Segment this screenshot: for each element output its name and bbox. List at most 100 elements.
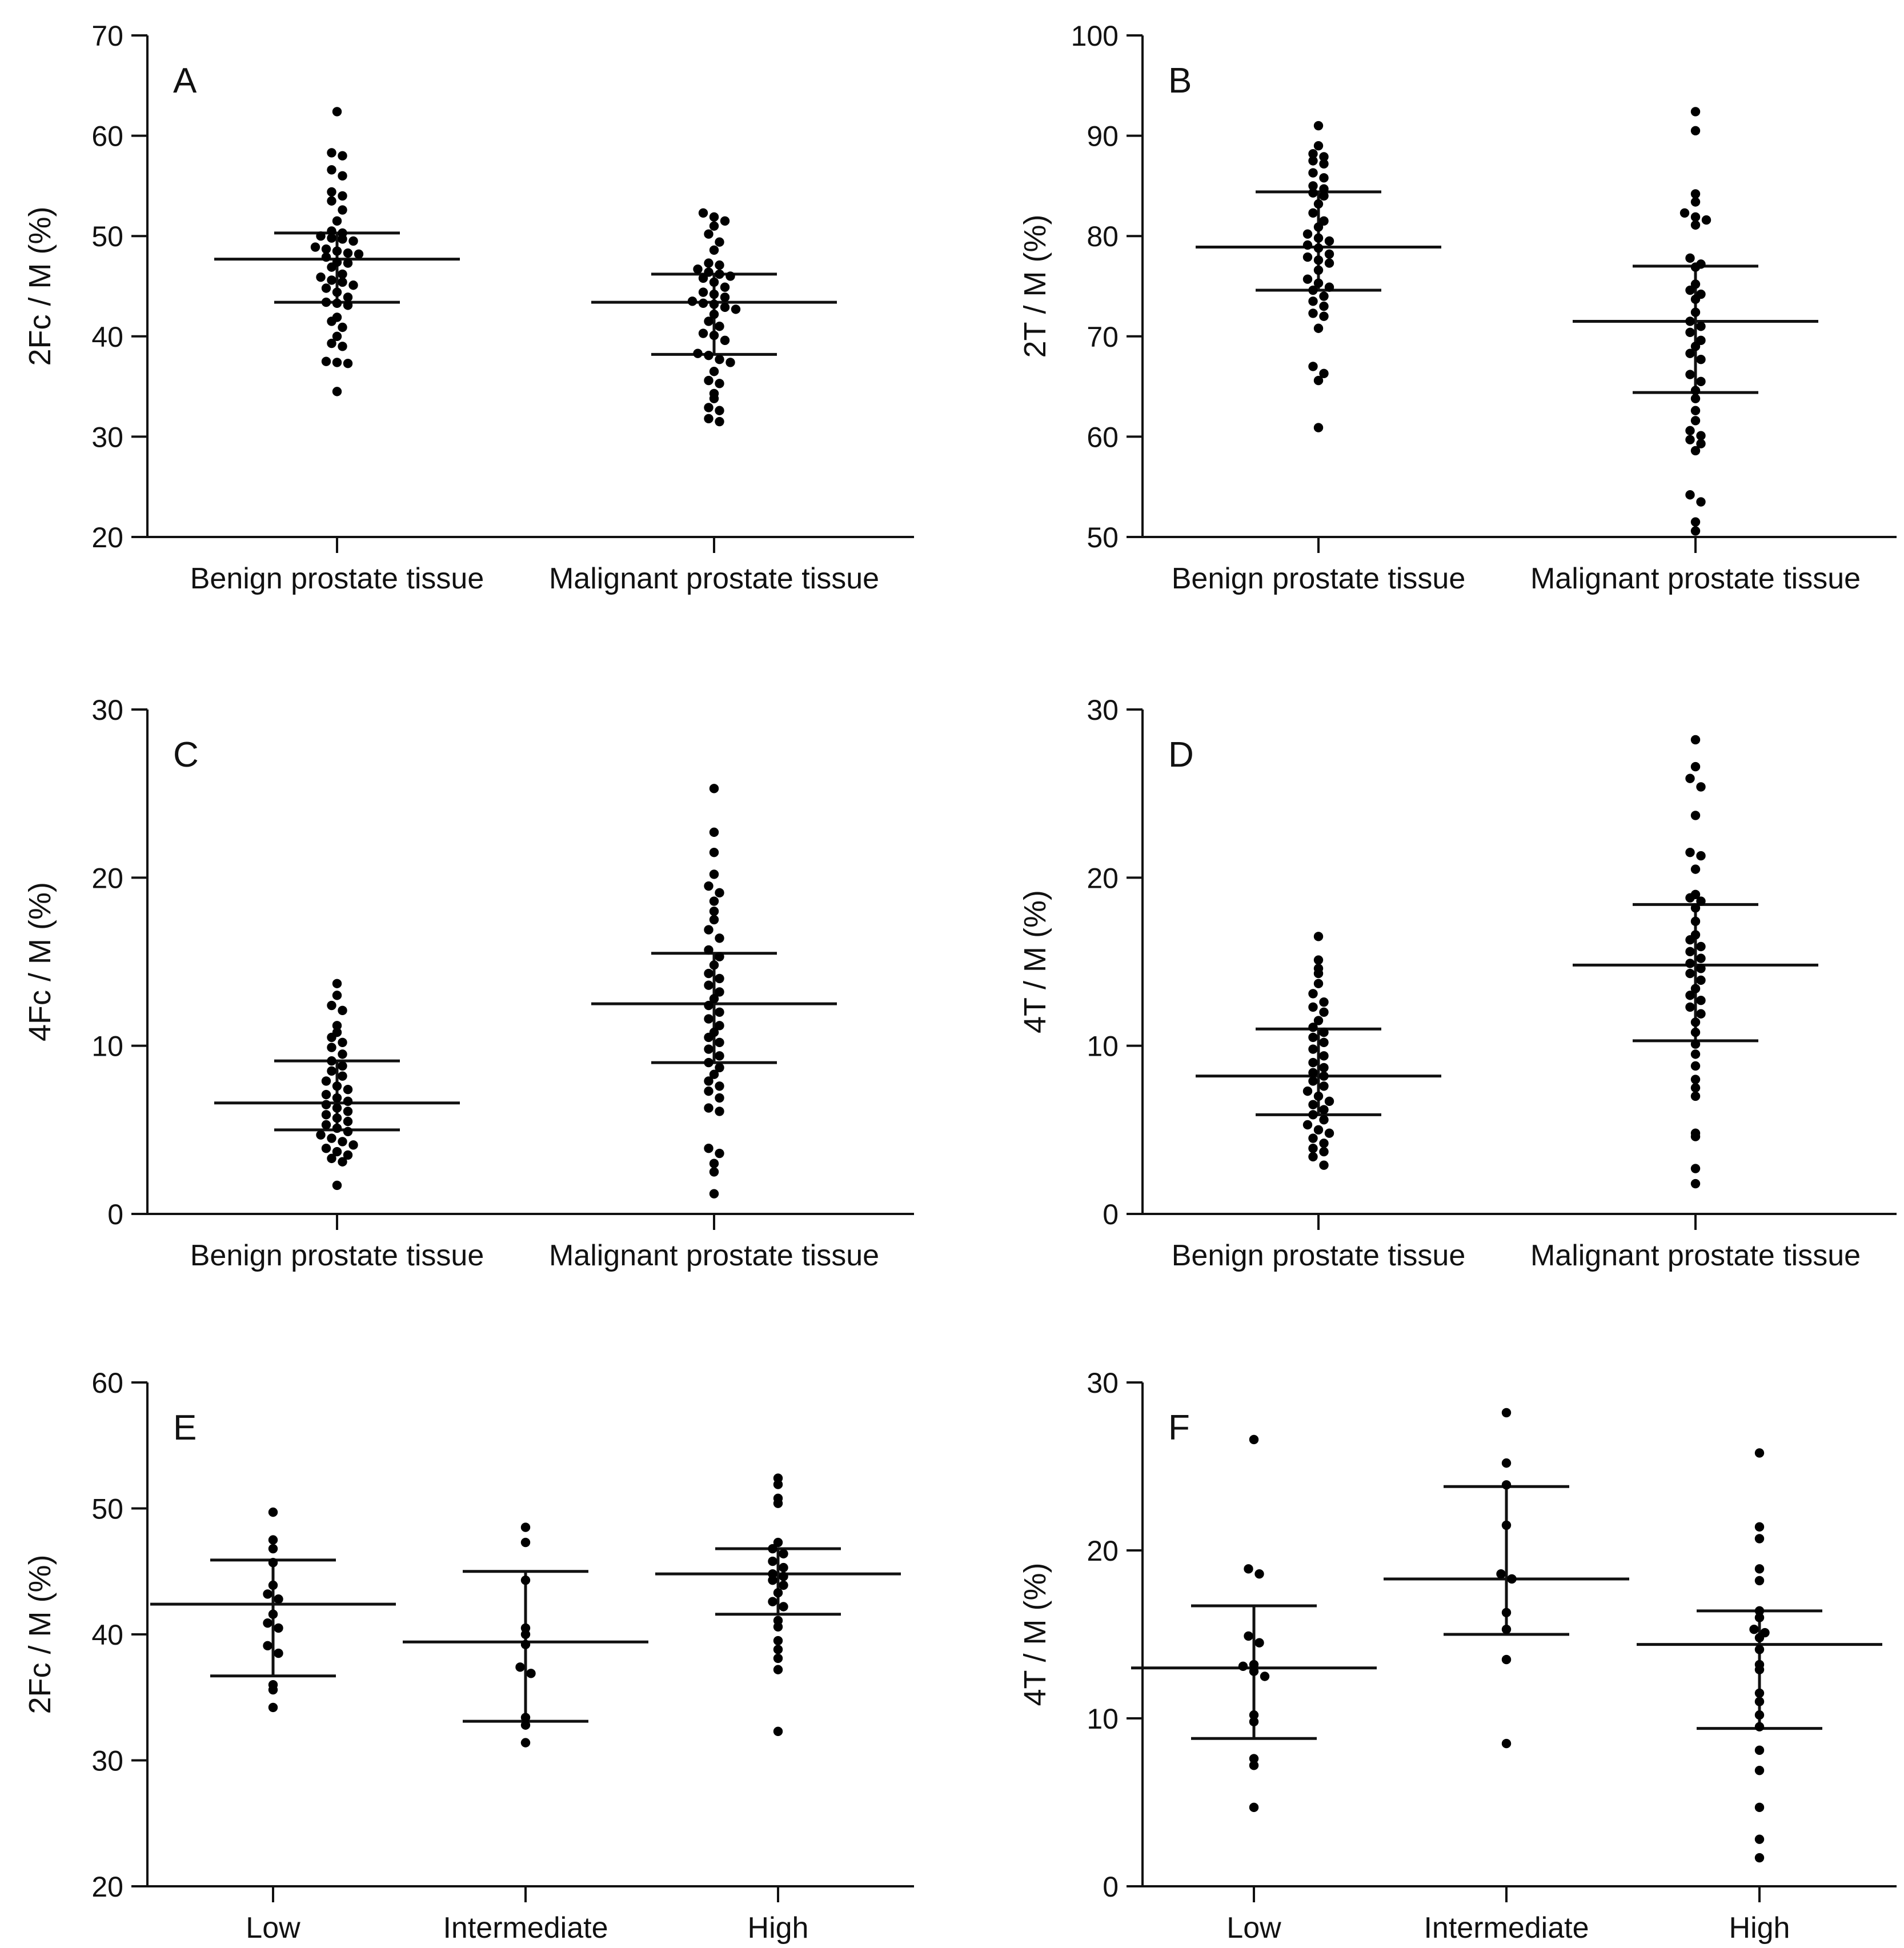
data-point: [327, 1056, 336, 1066]
data-point: [327, 187, 336, 197]
data-point: [520, 1713, 531, 1722]
panel-a: 20 30 40 50 60 70 2Fc / M (%) A Benign prostate …: [23, 20, 914, 595]
data-point: [1501, 1408, 1512, 1418]
data-point: [348, 236, 358, 246]
data-point: [1690, 1179, 1701, 1189]
data-point: [698, 208, 708, 218]
data-point: [274, 1648, 283, 1658]
data-point: [1308, 1076, 1318, 1086]
data-point: [1308, 1002, 1318, 1012]
data-point: [1754, 1665, 1765, 1674]
data-point: [327, 338, 336, 348]
data-point: [343, 248, 353, 258]
data-point: [1754, 1606, 1765, 1616]
data-point: [1690, 735, 1701, 745]
y-tick-label: 50: [91, 1493, 123, 1525]
data-point: [327, 1133, 336, 1143]
data-point: [327, 275, 336, 285]
data-point: [327, 1032, 336, 1043]
data-point: [773, 1653, 783, 1664]
data-point: [1685, 426, 1695, 436]
data-point: [520, 1537, 531, 1548]
data-point: [768, 1597, 777, 1606]
data-point: [1313, 199, 1324, 209]
data-point: [1308, 1100, 1318, 1109]
data-point: [1696, 782, 1706, 792]
data-point: [1690, 1083, 1701, 1093]
data-point: [520, 1720, 531, 1730]
y-axis-title: 2Fc / M (%): [23, 207, 57, 366]
data-point: [1701, 215, 1711, 225]
data-point: [1260, 1672, 1270, 1681]
data-point: [1313, 121, 1324, 131]
data-point: [1754, 1534, 1765, 1544]
data-point: [1690, 984, 1701, 993]
data-point: [709, 1159, 719, 1168]
data-point: [1696, 335, 1706, 346]
x-category-label: Malignant prostate tissue: [1530, 562, 1861, 595]
data-point: [1685, 968, 1695, 979]
y-tick-label: 20: [1087, 1535, 1119, 1567]
data-point: [1501, 1458, 1512, 1468]
data-point: [1690, 107, 1701, 117]
data-point: [1319, 1007, 1329, 1017]
panel-letter: A: [173, 61, 197, 101]
data-point: [1249, 1802, 1259, 1813]
data-point: [1754, 1765, 1765, 1775]
data-point: [332, 298, 342, 308]
data-point: [1308, 1023, 1318, 1032]
data-point: [1690, 811, 1701, 820]
data-point: [1685, 348, 1695, 358]
x-category-label: Malignant prostate tissue: [549, 1239, 879, 1272]
data-point: [704, 1057, 714, 1068]
data-point: [720, 282, 730, 292]
data-point: [715, 1081, 724, 1091]
data-point: [343, 1096, 353, 1106]
data-point: [321, 283, 331, 293]
data-point: [343, 359, 353, 368]
data-point: [1754, 1564, 1765, 1574]
y-tick-label: 0: [107, 1199, 123, 1230]
data-point: [1244, 1564, 1253, 1574]
y-tick-label: 30: [91, 421, 123, 453]
data-point: [1249, 1660, 1259, 1670]
data-point: [327, 262, 336, 272]
data-point: [1754, 1802, 1765, 1813]
data-point: [704, 1144, 714, 1153]
data-point: [715, 269, 724, 279]
y-tick-label: 40: [91, 1619, 123, 1651]
data-point: [715, 933, 724, 943]
data-point: [1754, 1522, 1765, 1532]
data-point: [1685, 435, 1695, 444]
data-point: [520, 1640, 531, 1649]
data-point: [526, 1669, 536, 1678]
data-point: [1690, 220, 1701, 230]
x-category-label: Malignant prostate tissue: [549, 562, 879, 595]
data-point: [1690, 1027, 1701, 1037]
data-point: [338, 171, 347, 181]
data-point: [327, 148, 336, 158]
data-point: [715, 1148, 724, 1159]
data-point: [1679, 208, 1690, 218]
data-point: [779, 1572, 788, 1581]
data-point: [1249, 1761, 1259, 1770]
x-category-label: Intermediate: [443, 1911, 608, 1945]
data-point: [1302, 240, 1313, 250]
data-point: [715, 260, 724, 270]
data-point: [704, 414, 714, 423]
data-point: [709, 915, 719, 925]
data-point: [1319, 191, 1329, 201]
data-point: [1319, 301, 1329, 311]
data-point: [343, 1116, 353, 1127]
data-point: [1754, 1853, 1765, 1863]
data-point: [698, 273, 708, 283]
data-point: [263, 1618, 272, 1628]
data-point: [1319, 152, 1329, 162]
panel-e: 20 30 40 50 60 2Fc / M (%) E Low Intermediate Hig…: [23, 1367, 914, 1945]
data-point: [1313, 955, 1324, 965]
data-point: [327, 226, 336, 236]
data-point: [1696, 995, 1706, 1005]
x-category-label: Benign prostate tissue: [190, 1239, 484, 1272]
data-point: [715, 322, 724, 331]
data-point: [1313, 968, 1324, 979]
